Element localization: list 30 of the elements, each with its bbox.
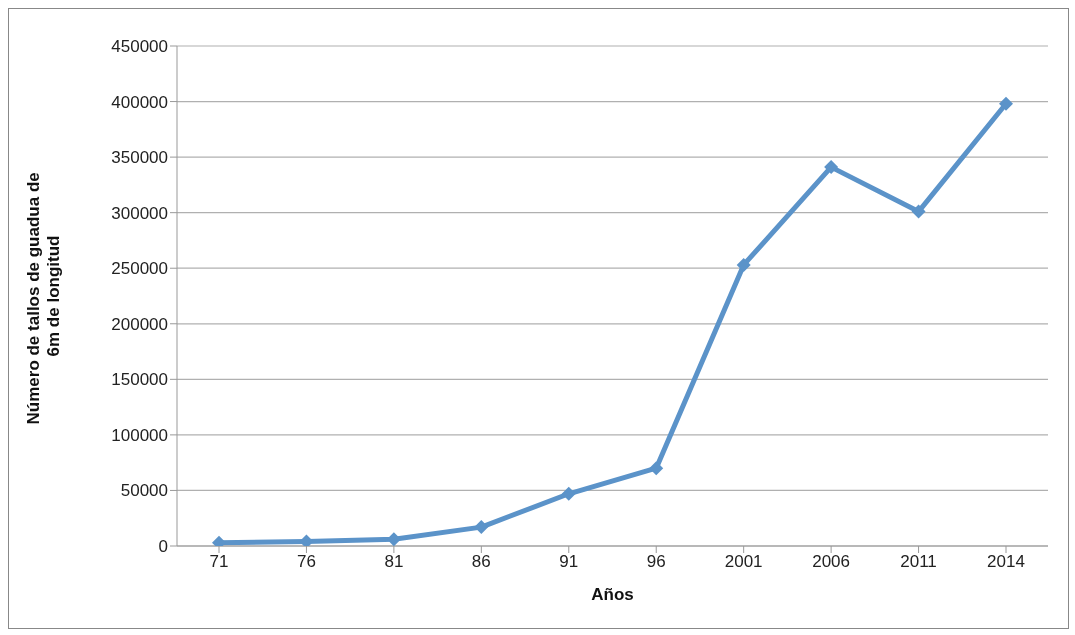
y-tick-label: 350000 [111,148,168,168]
point [824,160,839,175]
y-tick-label: 300000 [111,203,168,223]
x-tick-label: 71 [209,552,229,572]
x-tick-label: 2011 [900,552,937,572]
point [649,461,664,476]
point [736,257,751,272]
y-tick-label: 0 [158,537,168,557]
point [911,204,926,219]
y-tick-label: 50000 [120,481,168,501]
y-axis-title: Número de tallos de guadua de 6m de longitud [24,167,63,425]
x-tick-label: 91 [559,552,579,572]
x-tick-label: 86 [471,552,491,572]
y-tick-label: 450000 [111,37,168,57]
x-tick-label: 81 [384,552,404,572]
x-tick-label: 2006 [812,552,851,572]
x-tick-label: 76 [296,552,316,572]
point [474,520,489,535]
y-tick-label: 150000 [111,370,168,390]
x-tick-label: 2001 [724,552,763,572]
point [999,96,1013,111]
x-tick-label: 96 [646,552,666,572]
y-tick-label: 400000 [111,92,168,112]
x-tick-label: 2014 [987,552,1025,572]
y-tick-label: 250000 [111,259,168,279]
y-tick-label: 200000 [111,314,168,334]
y-tick-label: 100000 [111,425,168,445]
x-axis-title: Años [591,585,634,604]
point [299,534,314,546]
point [561,486,576,501]
